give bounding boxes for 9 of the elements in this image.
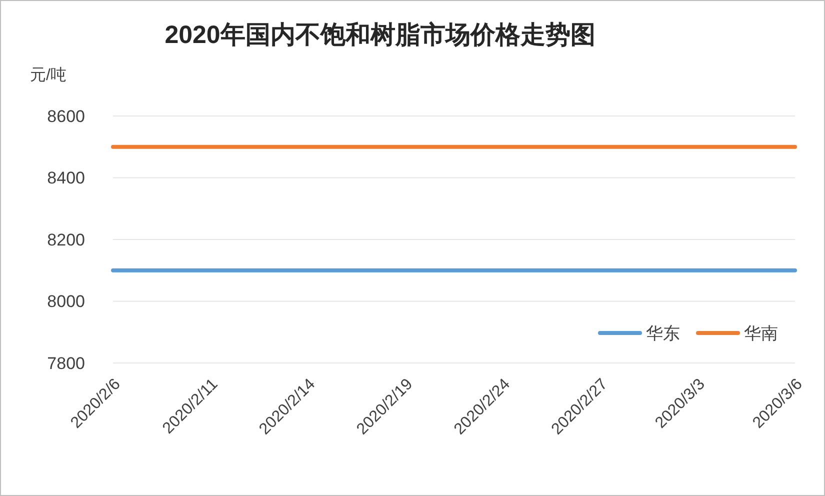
y-tick-label: 8000: [47, 292, 85, 312]
y-tick-label: 8200: [47, 230, 85, 250]
chart-title: 2020年国内不饱和树脂市场价格走势图: [164, 21, 596, 49]
y-tick-label: 8400: [47, 168, 85, 188]
y-tick-label: 8600: [47, 106, 85, 126]
y-axis-title: 元/吨: [30, 66, 66, 84]
legend-label: 华南: [744, 324, 778, 343]
legend-label: 华东: [646, 324, 680, 343]
y-tick-label: 7800: [47, 354, 85, 373]
